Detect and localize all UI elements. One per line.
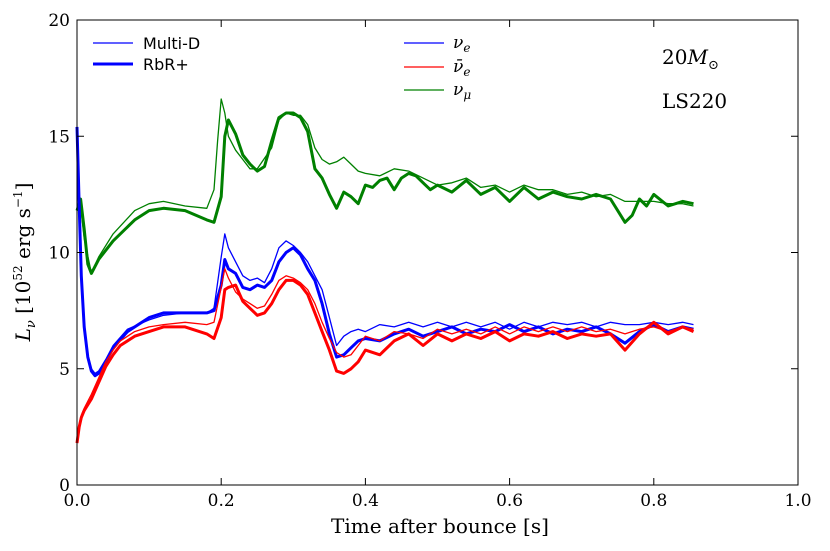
series-line-nu-e-rbr- bbox=[75, 126, 694, 378]
mass-annotation-number: 20 bbox=[662, 45, 687, 69]
y-axis-unit-mid: erg s bbox=[11, 208, 35, 265]
x-axis-title: Time after bounce [s] bbox=[331, 514, 549, 538]
legend-flavor-base-anue: ν̄ bbox=[453, 57, 463, 77]
legend-flavor-base-numu: ν bbox=[453, 80, 463, 100]
legend-flavor-sub-anue: e bbox=[463, 65, 470, 79]
x-tick-label-0: 0.0 bbox=[63, 491, 90, 511]
series-layer bbox=[75, 98, 695, 444]
legend-flavor-label-anue: ν̄e bbox=[453, 57, 470, 79]
legend-style-label-multid: Multi-D bbox=[143, 34, 200, 53]
series-line-nu-e-multi-d bbox=[76, 131, 694, 375]
y-axis-unit-exponent2: −1 bbox=[11, 190, 25, 208]
x-tick-label-3: 0.6 bbox=[496, 491, 523, 511]
x-tick-label-5: 1.0 bbox=[784, 491, 811, 511]
legend-flavor-sub-numu: μ bbox=[463, 88, 471, 102]
x-tick-label-2: 0.4 bbox=[352, 491, 379, 511]
y-tick-label-0: 0 bbox=[59, 476, 70, 496]
y-axis-subscript: ν bbox=[24, 320, 39, 328]
x-tick-label-1: 0.2 bbox=[208, 491, 235, 511]
series-line-anti-nu-e-multi-d bbox=[76, 268, 694, 441]
legend-flavor-base-nue: ν bbox=[453, 33, 463, 53]
y-axis-title: Lν [1052 erg s−1] bbox=[11, 183, 39, 343]
mass-annotation-symbol: M bbox=[686, 45, 708, 69]
y-tick-label-1: 5 bbox=[59, 360, 70, 380]
legend-flavor-label-numu: νμ bbox=[453, 80, 471, 102]
series-line-nu-mu-multi-d bbox=[76, 98, 694, 275]
legend-flavor-sub-nue: e bbox=[463, 41, 470, 55]
legend-flavor-label-nue: νe bbox=[453, 33, 470, 55]
ticks-layer: 0.0 0.2 0.4 0.6 0.8 1.0 0 5 10 15 20 bbox=[48, 11, 811, 511]
y-axis-unit-open: [10 bbox=[11, 281, 35, 321]
legend-style: Multi-D RbR+ bbox=[93, 34, 200, 74]
y-tick-label-4: 20 bbox=[48, 11, 70, 31]
y-axis-unit-close: ] bbox=[11, 183, 35, 191]
y-axis-unit-exponent: 52 bbox=[11, 265, 25, 280]
eos-annotation: LS220 bbox=[662, 89, 727, 113]
mass-annotation: 20M⊙ bbox=[662, 45, 719, 73]
legend-flavor: νe ν̄e νμ bbox=[404, 33, 471, 102]
legend-style-label-rbr: RbR+ bbox=[143, 55, 189, 74]
series-line-anti-nu-e-rbr- bbox=[75, 278, 695, 444]
y-tick-label-3: 15 bbox=[48, 127, 70, 147]
series-line-nu-mu-rbr- bbox=[75, 111, 694, 275]
mass-annotation-sun: ⊙ bbox=[708, 58, 719, 73]
y-axis-symbol: L bbox=[11, 328, 35, 342]
y-tick-label-2: 10 bbox=[48, 244, 70, 264]
x-tick-label-4: 0.8 bbox=[640, 491, 667, 511]
